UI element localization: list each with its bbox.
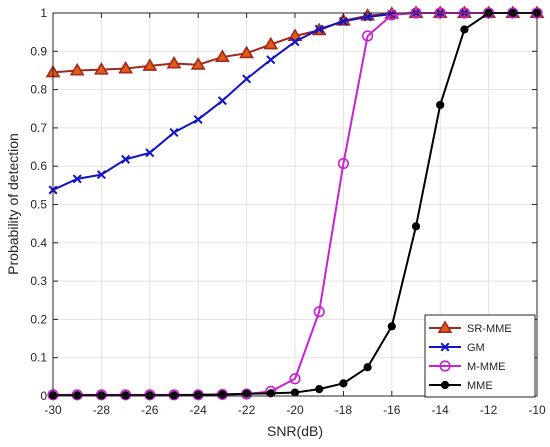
data-point-mme [363,363,372,372]
data-point-sr-mme [142,58,158,71]
marker-stroke [121,154,131,164]
legend-label: MME [467,380,493,392]
marker-stroke [193,114,203,124]
data-point-sr-mme [215,49,230,63]
legend-marker [437,320,453,334]
marker-stroke [290,37,300,47]
y-tick-label: 0.4 [30,236,47,250]
data-point-sr-mme [94,62,109,75]
x-tick-label: -10 [528,403,546,417]
x-tick-label: -26 [141,403,159,417]
data-point-gm [145,148,155,158]
legend-marker [440,380,450,390]
x-tick-label: -16 [383,403,401,417]
data-point-sr-mme [239,45,254,59]
data-point-gm [217,96,227,106]
y-tick-label: 1 [40,6,47,20]
y-tick-label: 0.7 [30,121,47,135]
x-tick-label: -24 [190,403,208,417]
data-point-mme [266,389,275,398]
data-point-gm [363,12,373,22]
legend-item-sr-mme: SR-MME [429,320,512,335]
x-axis-label: SNR(dB) [267,423,323,439]
marker-stroke [440,342,450,352]
marker-stroke [363,12,373,22]
data-point-sr-mme [190,57,206,70]
data-point-sr-mme [69,62,85,76]
x-tick-label: -20 [286,403,304,417]
legend-label: GM [467,342,485,354]
x-tick-label: -30 [44,403,62,417]
data-point-sr-mme [166,55,182,69]
data-point-mme [460,25,469,34]
y-tick-label: 0.9 [30,44,47,58]
y-tick-label: 0 [40,389,47,403]
y-tick-label: 0.5 [30,198,47,212]
data-point-mme [315,385,324,394]
data-point-gm [242,74,252,84]
marker-stroke [145,148,155,158]
data-point-m-mme [313,306,325,318]
legend-label: SR-MME [467,323,512,335]
data-point-gm [96,170,106,180]
data-point-mme [121,391,130,400]
marker-stroke [242,74,252,84]
y-tick-label: 0.2 [30,312,47,326]
marker-stroke [217,96,227,106]
y-tick-label: 0.8 [30,83,47,97]
marker-stroke [266,55,276,65]
data-point-m-mme [386,9,398,21]
data-point-sr-mme [118,60,133,74]
legend-marker [439,360,451,372]
data-point-m-mme [337,157,350,170]
data-point-gm [72,174,82,184]
data-point-mme [387,322,396,331]
y-tick-label: 0.1 [30,351,47,365]
x-tick-label: -28 [93,403,111,417]
y-tick-label: 0.3 [30,274,47,288]
x-tick-label: -14 [432,403,450,417]
data-point-m-mme [289,373,301,385]
y-tick-label: 0.6 [30,159,47,173]
x-tick-label: -22 [238,403,256,417]
data-point-m-mme [362,30,374,42]
data-point-mme [411,222,421,231]
data-point-gm [169,127,179,138]
data-point-gm [193,114,203,124]
legend-item-m-mme: M-MME [429,360,506,373]
x-tick-label: -18 [335,403,353,417]
marker-stroke [96,170,106,180]
marker-stroke [314,24,324,34]
data-point-mme [218,390,227,399]
data-point-gm [338,16,348,26]
marker-stroke [72,174,82,184]
data-point-gm [266,55,276,65]
y-axis-label: Probability of detection [5,133,21,275]
marker-stroke [338,16,348,26]
legend-label: M-MME [467,361,506,373]
data-point-mme [436,100,445,110]
data-point-mme [73,391,82,400]
legend-item-gm: GM [429,342,485,354]
legend-marker [440,342,450,352]
legend: SR-MME GM M-MME MME [424,314,536,398]
x-tick-label: -12 [480,403,498,417]
legend-item-mme: MME [429,380,493,392]
data-point-gm [121,154,131,164]
data-point-sr-mme [263,36,279,50]
data-point-mme [169,391,179,400]
marker-stroke [169,127,179,138]
data-point-gm [290,37,300,47]
data-point-mme [339,379,348,388]
data-point-gm [314,24,324,34]
